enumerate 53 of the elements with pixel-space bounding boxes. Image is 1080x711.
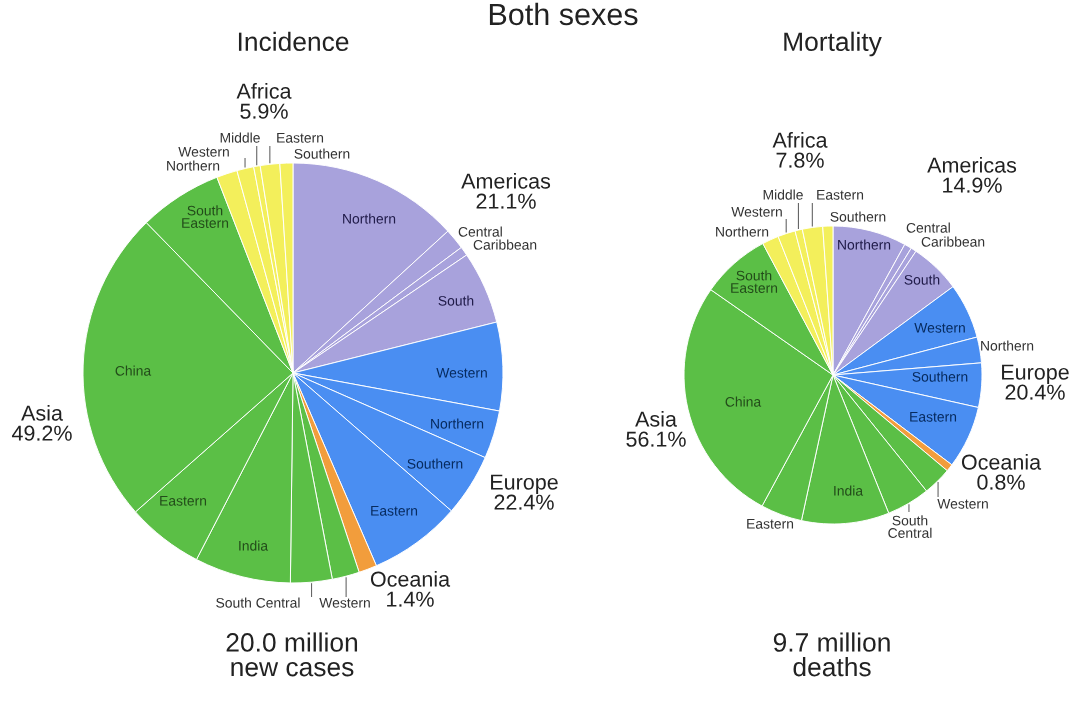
slice-label: Central — [458, 226, 502, 237]
text: Americas 21.1% — [461, 172, 551, 209]
slice-label: Northern — [716, 226, 769, 237]
text: Africa 7.8% — [772, 131, 828, 168]
slice-label: Western — [731, 207, 782, 217]
slice-label: South — [438, 295, 474, 306]
slice-label: South Central — [216, 597, 300, 608]
slice-label: India — [239, 540, 269, 551]
slice-label: Southern — [294, 148, 350, 159]
slice-label: Eastern — [910, 412, 957, 422]
text: Europe 20.4% — [1002, 364, 1069, 400]
slice-label: India — [834, 485, 864, 496]
slice-label: Southern — [912, 371, 968, 382]
slice-label: China — [115, 365, 152, 376]
slice-label: Middle — [220, 132, 260, 143]
slice-label: Western — [436, 368, 487, 378]
slice-label: Northern — [981, 340, 1034, 351]
slice-label: Northern — [838, 239, 891, 250]
text: Asia 56.1% — [626, 410, 686, 447]
slice-label: China — [725, 396, 762, 407]
slice-label: Eastern — [160, 496, 207, 506]
slice-label: Western — [319, 598, 370, 608]
text: 20.0 million new cases — [226, 632, 358, 677]
slice-label: Caribbean — [921, 236, 985, 247]
text: Asia 49.2% — [11, 404, 72, 441]
text: 9.7 million deaths — [773, 632, 890, 677]
slice-label: Central — [906, 222, 950, 233]
text: Americas 14.9% — [927, 156, 1017, 193]
chart-subtitle: Incidence — [238, 31, 349, 52]
slice-label: Western — [914, 323, 965, 333]
text: Europe 22.4% — [491, 474, 558, 510]
slice-label: Northern — [431, 418, 484, 429]
slice-label: Eastern — [747, 519, 794, 529]
slice-label: Eastern — [277, 133, 324, 143]
slice-label: South Central — [888, 515, 932, 538]
text: Africa 5.9% — [236, 82, 292, 119]
slice-label: Northern — [343, 213, 396, 224]
slice-label: South Eastern — [731, 270, 778, 293]
slice-label: Middle — [763, 189, 803, 200]
slice-label: South — [904, 274, 940, 285]
chart-subtitle: Mortality — [784, 31, 882, 57]
slice-label: Western — [178, 147, 229, 157]
slice-label: Caribbean — [473, 239, 537, 250]
slice-label: Southern — [830, 211, 886, 222]
slice-label: Eastern — [371, 506, 418, 516]
text: Oceania 0.8% — [961, 453, 1042, 490]
text: Oceania 1.4% — [370, 570, 451, 607]
slice-label: Northern — [167, 160, 220, 171]
chart-title: Both sexes — [489, 2, 638, 26]
slice-label: Eastern — [817, 190, 864, 200]
slice-label: Southern — [407, 458, 463, 469]
slice-label: South Eastern — [182, 205, 229, 228]
slice-label: Western — [937, 499, 988, 509]
